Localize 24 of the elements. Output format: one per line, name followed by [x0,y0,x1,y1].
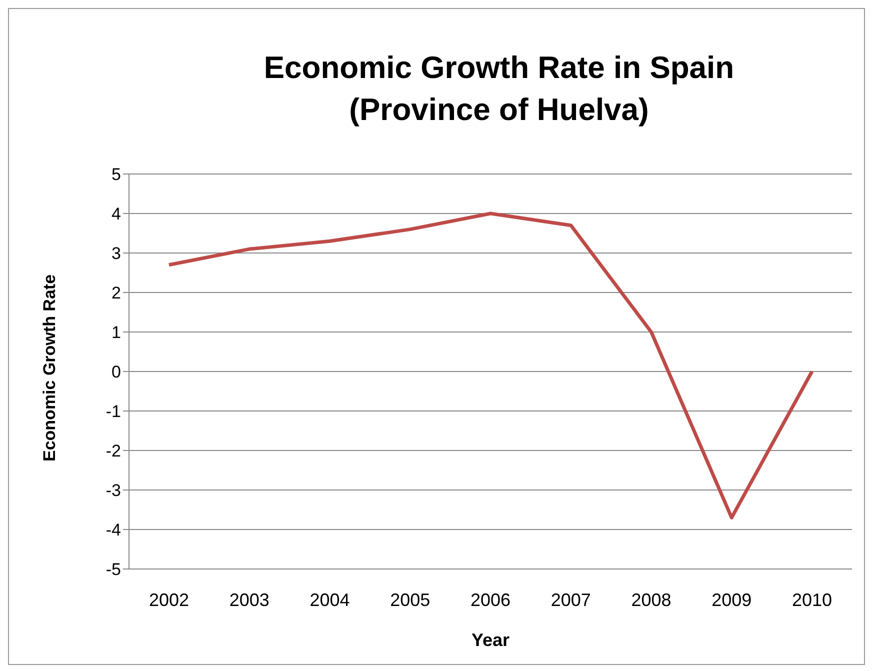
x-tick-label: 2010 [792,590,832,610]
x-axis-title: Year [471,630,510,650]
chart-title: Economic Growth Rate in Spain (Province of Huelva) [262,49,736,129]
x-tick-label: 2009 [712,590,752,610]
x-tick-label: 2002 [148,590,190,610]
y-tick-label: 4 [112,204,121,224]
line-series [167,212,814,520]
x-tick-label: 2007 [550,590,591,610]
y-tick-label: 2 [112,284,121,303]
y-tick-label: -2 [106,442,121,461]
y-axis-title: Economic Growth Rate [40,274,60,462]
y-tick-label: -5 [106,560,121,580]
x-tick-label: 2005 [390,590,430,610]
y-tick-label: 3 [112,244,121,264]
x-tick-label: 2008 [631,590,672,610]
y-tick-label: -1 [106,402,121,422]
y-tick-label: -4 [106,520,121,540]
y-tick-label: 1 [112,323,121,342]
x-tick-label: 2003 [229,590,270,610]
x-tick-label: 2004 [310,590,350,610]
x-tick-label: 2006 [470,590,511,610]
y-tick-label: 0 [112,362,121,382]
y-tick-label: -3 [106,481,121,500]
y-tick-label: 5 [112,165,121,184]
